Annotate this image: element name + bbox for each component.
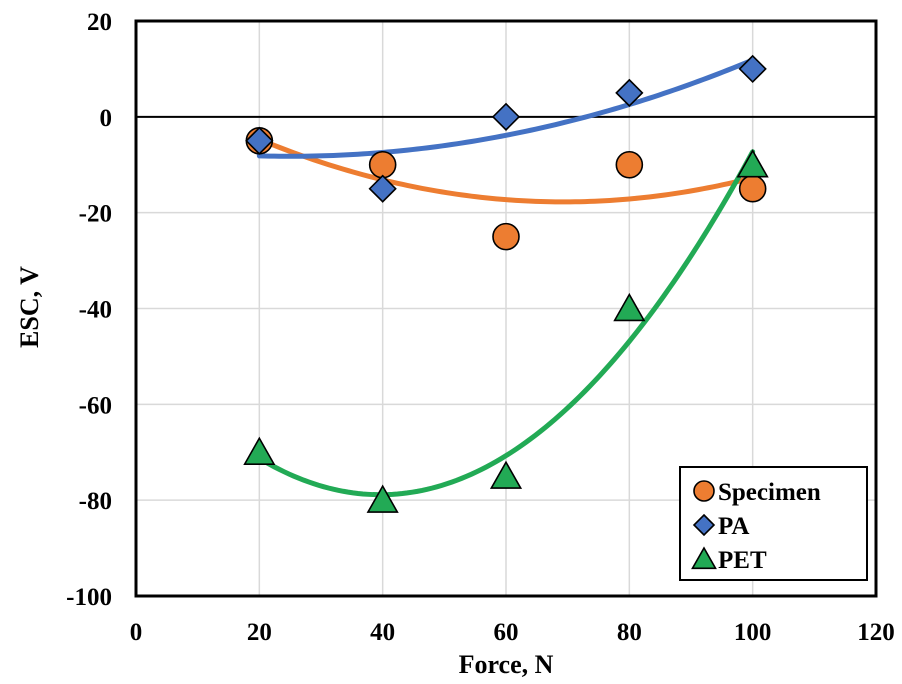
x-axis-label: Force, N	[459, 650, 554, 679]
point-pa	[245, 126, 274, 155]
x-tick-label: 80	[617, 619, 642, 646]
legend: Specimen PA PET	[679, 466, 868, 581]
point-pet	[366, 484, 399, 513]
y-axis-label: ESC, V	[15, 266, 44, 348]
point-specimen	[368, 150, 397, 179]
trendlines	[256, 57, 756, 498]
legend-marker-specimen	[693, 480, 715, 502]
trendline-pa	[256, 57, 756, 159]
point-pet	[243, 436, 276, 465]
x-tick-label: 60	[494, 619, 519, 646]
data-markers	[243, 54, 769, 513]
x-tick-label: 0	[130, 619, 143, 646]
y-tick-label: -40	[79, 297, 112, 324]
x-tick-label: 20	[247, 619, 272, 646]
x-tick-label: 40	[370, 619, 395, 646]
trendline-pet	[256, 149, 756, 498]
y-tick-label: -20	[79, 201, 112, 228]
x-tick-label: 120	[857, 619, 895, 646]
y-tick-label: -80	[79, 488, 112, 515]
point-pet	[489, 460, 523, 489]
point-specimen	[738, 174, 767, 203]
x-tick-label: 100	[734, 619, 772, 646]
trendline-specimen	[256, 136, 756, 205]
point-pa	[738, 54, 767, 84]
point-pet	[736, 149, 769, 178]
y-tick-label: -100	[66, 584, 112, 611]
point-specimen	[492, 222, 520, 251]
point-pa	[615, 78, 644, 108]
tick-labels: 0 20 40 60 80 100 120 20 0 -20 -40 -60 -80 -100	[66, 9, 895, 646]
legend-marker-pa	[692, 513, 716, 537]
point-specimen	[615, 150, 644, 179]
y-tick-label: -60	[79, 392, 112, 419]
point-pa	[491, 102, 521, 131]
point-pa	[368, 174, 397, 203]
plot-area-frame	[134, 19, 878, 598]
y-tick-label: 20	[87, 9, 112, 36]
point-pet	[613, 292, 646, 322]
legend-marker-pet	[691, 546, 717, 570]
legend-label-specimen: Specimen	[718, 479, 821, 506]
y-tick-label: 0	[100, 105, 113, 132]
legend-label-pet: PET	[718, 547, 767, 574]
legend-label-pa: PA	[718, 513, 749, 540]
